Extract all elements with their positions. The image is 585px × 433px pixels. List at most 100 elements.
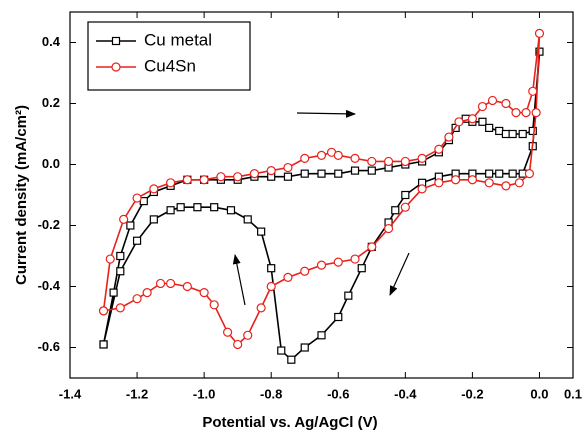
data-point — [344, 291, 353, 300]
data-point — [243, 330, 253, 340]
data-point — [223, 327, 233, 337]
data-point — [149, 184, 159, 194]
data-point — [132, 193, 142, 203]
data-point — [467, 175, 477, 185]
data-point — [233, 339, 243, 350]
legend-marker — [111, 62, 121, 72]
series-line — [102, 51, 541, 361]
x-axis-label: Potential vs. Ag/AgCl (V) — [202, 414, 377, 431]
data-point — [521, 108, 531, 118]
data-point — [401, 190, 410, 200]
data-point — [176, 203, 185, 212]
series-line — [102, 33, 541, 346]
data-point — [193, 203, 202, 212]
data-point — [243, 215, 252, 224]
data-point — [501, 129, 511, 139]
data-point — [115, 303, 125, 313]
data-point — [478, 117, 487, 126]
data-point — [267, 264, 276, 273]
data-point — [300, 153, 310, 163]
x-tick-label: -1.2 — [126, 386, 148, 401]
data-point — [257, 227, 266, 236]
x-tick-label: -0.2 — [461, 386, 483, 401]
y-axis-label: Current density (mA/cm²) — [13, 105, 30, 285]
data-point — [256, 303, 266, 313]
data-point — [357, 264, 366, 273]
x-tick-label: -1.0 — [193, 386, 215, 401]
data-point — [283, 272, 293, 282]
data-point — [287, 355, 296, 364]
data-point — [518, 129, 527, 139]
data-point — [367, 156, 377, 167]
data-point — [511, 108, 521, 118]
data-point — [166, 178, 176, 188]
data-point — [119, 214, 129, 224]
data-point — [501, 181, 511, 191]
data-point — [417, 184, 427, 194]
y-tick-label: 0.2 — [42, 95, 60, 110]
data-point — [334, 169, 343, 178]
data-point — [233, 172, 243, 182]
data-point — [367, 166, 376, 175]
data-point — [333, 257, 343, 267]
legend-label: Cu metal — [144, 30, 212, 49]
data-point — [317, 331, 326, 340]
data-point — [524, 169, 535, 179]
data-point — [508, 169, 517, 178]
data-point — [109, 288, 118, 297]
data-point — [391, 206, 400, 215]
data-point — [400, 156, 410, 167]
data-point — [495, 126, 504, 136]
data-point — [316, 150, 327, 160]
x-tick-label: -1.4 — [59, 386, 82, 401]
y-tick-label: 0.4 — [42, 34, 61, 49]
data-point — [209, 300, 219, 310]
data-point — [531, 108, 541, 118]
data-point — [487, 95, 498, 106]
data-point — [182, 281, 192, 292]
data-point — [216, 172, 226, 182]
y-tick-label: 0.0 — [42, 156, 60, 171]
data-point — [383, 223, 394, 234]
data-point — [283, 172, 293, 181]
x-tick-label: 0.0 — [530, 386, 548, 401]
data-point — [451, 175, 461, 185]
data-point — [149, 215, 158, 224]
data-point — [528, 126, 537, 136]
x-tick-label: -0.8 — [260, 386, 282, 401]
scan-arrow — [389, 252, 410, 296]
data-point — [485, 169, 494, 178]
data-point — [166, 278, 176, 289]
x-tick-label: -0.6 — [327, 386, 349, 401]
y-tick-label: -0.2 — [38, 217, 60, 232]
data-point — [334, 312, 343, 322]
x-tick-label: 0.1 — [564, 386, 582, 401]
data-point — [434, 178, 444, 188]
data-point — [266, 281, 276, 292]
data-point — [166, 206, 175, 215]
data-point — [266, 166, 276, 176]
data-point — [417, 153, 427, 163]
data-point — [132, 236, 142, 245]
data-point — [98, 306, 109, 316]
data-point — [182, 175, 192, 185]
data-point — [400, 202, 410, 212]
data-point — [226, 206, 236, 215]
y-tick-label: -0.4 — [38, 278, 61, 293]
data-point — [116, 251, 125, 261]
scan-arrow — [296, 109, 356, 118]
data-point — [300, 266, 310, 276]
data-point — [350, 153, 360, 163]
data-point — [434, 144, 444, 154]
data-point — [501, 98, 511, 109]
data-point — [116, 267, 125, 276]
data-point — [528, 86, 538, 96]
data-point — [105, 254, 115, 264]
data-point — [300, 343, 309, 352]
data-point — [514, 178, 524, 188]
y-tick-label: -0.6 — [38, 339, 60, 354]
data-point — [283, 162, 293, 173]
data-point — [333, 150, 343, 160]
data-point — [485, 123, 494, 133]
